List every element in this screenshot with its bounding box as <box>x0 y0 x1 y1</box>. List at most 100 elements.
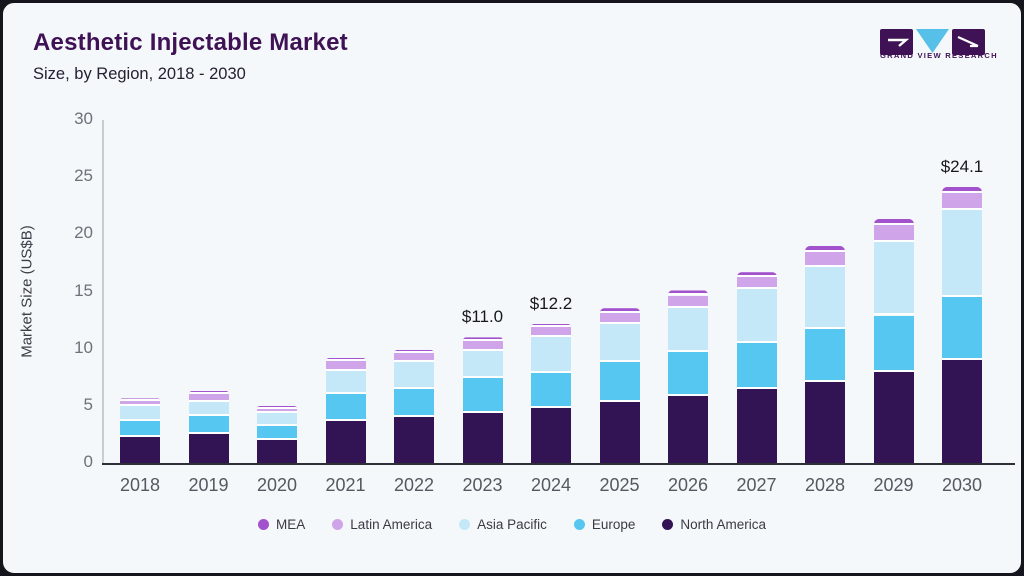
bar-segment-latin-america <box>188 393 229 402</box>
y-axis-tick-label: 20 <box>74 223 93 243</box>
bar-segment-asia-pacific <box>736 289 777 343</box>
bar-segment-mea <box>805 246 845 253</box>
x-axis-tick-label: 2023 <box>462 475 503 495</box>
bar-segment-mea <box>531 323 571 327</box>
x-axis-tick-label: 2028 <box>804 475 846 495</box>
logo-wordmark: GRAND VIEW RESEARCH <box>880 51 998 60</box>
bar-segment-asia-pacific <box>942 210 982 298</box>
bar-segment-mea <box>394 349 434 354</box>
bar-segment-north-america <box>736 388 777 463</box>
legend-color-dot <box>258 519 270 530</box>
y-axis-tick-label: 30 <box>74 109 93 128</box>
bar-segment-latin-america <box>599 312 640 324</box>
bar-segment-europe <box>599 362 640 403</box>
y-axis-line <box>102 120 104 464</box>
bar-segment-europe <box>462 378 503 413</box>
legend-label: Asia Pacific <box>477 517 547 532</box>
bar-segment-asia-pacific <box>805 266 845 329</box>
bar-segment-europe <box>942 297 982 361</box>
bar-segment-asia-pacific <box>394 361 434 389</box>
legend-label: North America <box>680 517 766 532</box>
bar-segment-europe <box>394 388 434 418</box>
y-axis-tick-label: 5 <box>83 394 93 414</box>
x-axis-tick-label: 2019 <box>188 475 229 495</box>
legend-color-dot <box>662 519 674 530</box>
bar-segment-mea <box>599 308 640 313</box>
bar-segment-asia-pacific <box>325 370 366 394</box>
bar-segment-latin-america <box>394 353 434 362</box>
bar-segment-latin-america <box>873 224 914 242</box>
legend-color-dot <box>459 519 471 530</box>
bar-segment-north-america <box>257 440 297 463</box>
bar-segment-latin-america <box>805 252 845 267</box>
bar-segment-asia-pacific <box>120 406 160 421</box>
bar-segment-europe <box>188 415 229 435</box>
y-axis-tick-label: 0 <box>83 452 93 471</box>
bar-segment-north-america <box>599 402 640 463</box>
bar-segment-asia-pacific <box>531 337 571 373</box>
bar-segment-asia-pacific <box>257 412 297 427</box>
x-axis-tick-label: 2025 <box>599 475 640 495</box>
chart-legend: MEA Latin America Asia Pacific Europe North … <box>3 517 1021 532</box>
bar-segment-mea <box>736 272 777 278</box>
bar-segment-mea <box>462 337 503 341</box>
bar-segment-europe <box>531 372 571 409</box>
bar-segment-mea <box>873 219 914 225</box>
bar-segment-latin-america <box>942 192 982 211</box>
bar-segment-latin-america <box>736 277 777 290</box>
y-axis-tick-label: 10 <box>74 337 93 357</box>
bar-segment-asia-pacific <box>462 350 503 379</box>
bar-segment-europe <box>736 342 777 389</box>
bar-segment-europe <box>668 352 708 397</box>
bar-segment-north-america <box>462 412 503 463</box>
bar-segment-north-america <box>531 408 571 463</box>
bar-segment-asia-pacific <box>873 241 914 316</box>
bar-segment-latin-america <box>325 361 366 371</box>
bar-segment-latin-america <box>120 401 160 407</box>
x-axis-tick-label: 2020 <box>256 475 298 495</box>
bar-segment-north-america <box>805 381 845 463</box>
bar-segment-mea <box>188 390 229 394</box>
bar-segment-europe <box>257 426 297 441</box>
bar-segment-north-america <box>120 436 160 463</box>
bar-segment-north-america <box>668 396 708 463</box>
x-axis-tick-label: 2030 <box>941 475 983 495</box>
bar-value-label: $24.1 <box>940 157 984 177</box>
legend-item-latin-america: Latin America <box>332 517 432 532</box>
legend-item-north-america: North America <box>662 517 766 532</box>
legend-label: MEA <box>276 517 306 532</box>
bar-segment-europe <box>120 420 160 437</box>
bar-segment-north-america <box>188 434 229 463</box>
bar-segment-latin-america <box>462 340 503 351</box>
legend-color-dot <box>573 519 585 530</box>
bar-segment-north-america <box>325 420 366 463</box>
y-axis-tick-label: 15 <box>74 280 93 300</box>
y-axis-tick-label: 25 <box>74 166 93 186</box>
legend-color-dot <box>332 519 344 530</box>
x-axis-tick-label: 2027 <box>736 475 777 495</box>
bar-value-label: $11.0 <box>461 307 504 327</box>
bar-segment-latin-america <box>668 295 708 308</box>
bar-segment-europe <box>325 393 366 421</box>
bar-value-label: $12.2 <box>529 293 573 313</box>
bar-segment-north-america <box>394 417 434 463</box>
grand-view-research-logo-icon <box>880 29 985 55</box>
bar-segment-latin-america <box>531 326 571 338</box>
bar-segment-asia-pacific <box>188 401 229 416</box>
x-axis-tick-label: 2021 <box>325 475 366 495</box>
bar-segment-mea <box>668 290 708 296</box>
chart-title: Aesthetic Injectable Market <box>33 29 348 56</box>
x-axis-tick-label: 2022 <box>393 475 435 495</box>
legend-item-europe: Europe <box>573 517 635 532</box>
x-axis-tick-label: 2029 <box>873 475 914 495</box>
legend-item-asia-pacific: Asia Pacific <box>459 517 547 532</box>
bar-segment-latin-america <box>257 408 297 413</box>
bar-segment-north-america <box>873 372 914 463</box>
x-axis-tick-label: 2018 <box>119 475 161 495</box>
chart-subtitle: Size, by Region, 2018 - 2030 <box>33 65 246 83</box>
bar-segment-mea <box>942 187 982 193</box>
x-axis-tick-label: 2024 <box>530 475 572 495</box>
bar-segment-asia-pacific <box>599 323 640 363</box>
bar-segment-europe <box>805 328 845 382</box>
